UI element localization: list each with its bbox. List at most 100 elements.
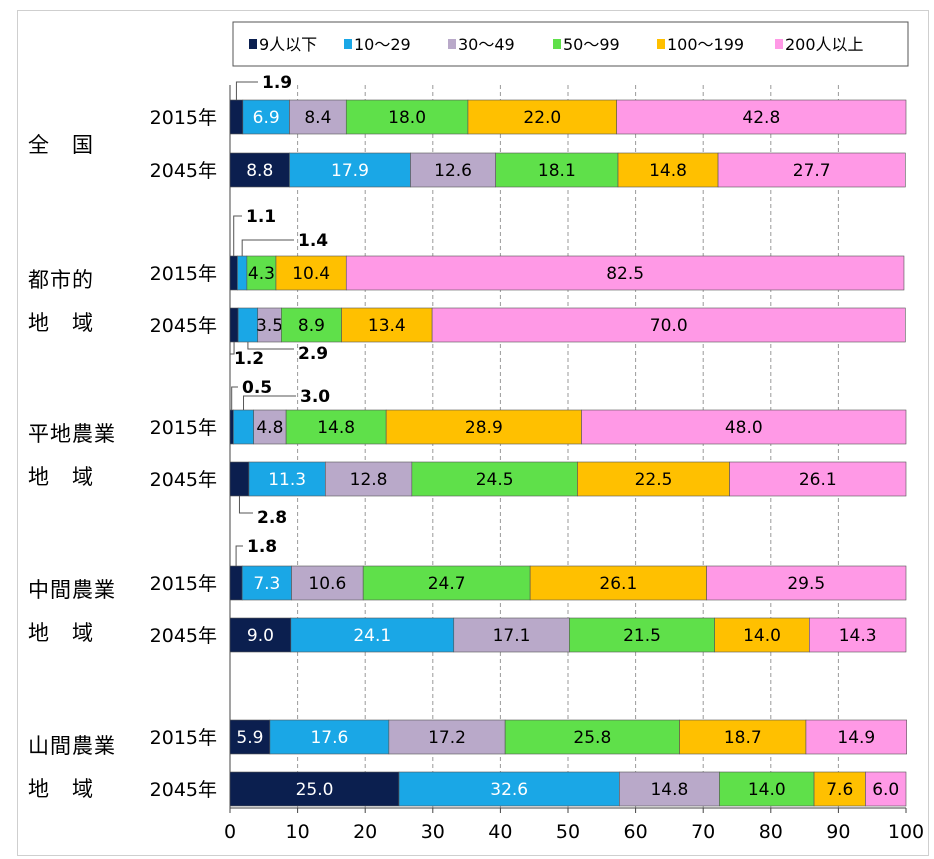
callout-label: 1.2 bbox=[234, 349, 264, 369]
data-label: 22.0 bbox=[523, 108, 561, 128]
callout-label: 0.5 bbox=[242, 378, 272, 398]
year-label: 2015年 bbox=[150, 263, 217, 285]
legend-swatch bbox=[448, 39, 456, 49]
callout-label: 2.8 bbox=[257, 508, 287, 528]
bar-segment bbox=[410, 152, 496, 188]
year-label: 2015年 bbox=[150, 417, 217, 439]
year-label: 2045年 bbox=[150, 315, 217, 337]
bar-segment bbox=[398, 771, 620, 807]
data-label: 18.0 bbox=[388, 108, 426, 128]
bar-segment bbox=[719, 771, 815, 807]
x-tick-label: 40 bbox=[488, 821, 512, 843]
callout-label: 1.1 bbox=[246, 207, 276, 227]
data-label: 21.5 bbox=[623, 626, 661, 646]
bar-segment bbox=[229, 307, 239, 343]
bar-segment bbox=[717, 152, 906, 188]
bar-segment bbox=[289, 152, 411, 188]
bar-segment bbox=[229, 617, 292, 653]
callout-label: 2.9 bbox=[298, 344, 328, 364]
bar-segment bbox=[275, 255, 347, 291]
data-label: 8.8 bbox=[246, 161, 273, 181]
bar-segment bbox=[865, 771, 907, 807]
data-label: 42.8 bbox=[742, 108, 780, 128]
bar-segment bbox=[341, 307, 433, 343]
bar-segment bbox=[285, 409, 387, 445]
region-label: 全 国 bbox=[28, 133, 94, 157]
data-label: 25.8 bbox=[573, 728, 611, 748]
bar-segment bbox=[241, 565, 292, 601]
data-label: 9.0 bbox=[247, 626, 274, 646]
bar-segment bbox=[617, 152, 719, 188]
year-label: 2015年 bbox=[150, 107, 217, 129]
bar-segment bbox=[281, 307, 342, 343]
data-label: 7.6 bbox=[826, 780, 853, 800]
legend-label: 50～99 bbox=[563, 35, 620, 54]
x-tick-label: 30 bbox=[421, 821, 445, 843]
bar-segment bbox=[291, 565, 364, 601]
region-label: 地 域 bbox=[28, 777, 94, 801]
data-label: 82.5 bbox=[606, 264, 644, 284]
year-label: 2015年 bbox=[150, 727, 217, 749]
bar-segment bbox=[229, 771, 400, 807]
x-tick-label: 70 bbox=[691, 821, 715, 843]
legend-label: 200人以上 bbox=[785, 35, 864, 54]
data-label: 48.0 bbox=[725, 418, 763, 438]
bar-segment bbox=[467, 99, 617, 135]
data-label: 12.8 bbox=[350, 470, 388, 490]
bar-segment bbox=[229, 565, 243, 601]
data-label: 18.1 bbox=[538, 161, 576, 181]
x-tick-label: 80 bbox=[759, 821, 783, 843]
bar-segment bbox=[229, 152, 290, 188]
data-label: 32.6 bbox=[490, 780, 528, 800]
bar-segment bbox=[431, 307, 906, 343]
bar-segment bbox=[385, 409, 582, 445]
data-label: 24.7 bbox=[428, 574, 466, 594]
legend-label: 100～199 bbox=[667, 35, 744, 54]
bar-segment bbox=[577, 461, 730, 497]
bar-segment bbox=[345, 99, 469, 135]
bar-segment bbox=[411, 461, 578, 497]
x-tick-label: 100 bbox=[888, 821, 924, 843]
data-label: 6.0 bbox=[872, 780, 899, 800]
x-tick-label: 0 bbox=[224, 821, 236, 843]
bar-segment bbox=[246, 255, 277, 291]
legend-swatch bbox=[249, 39, 257, 49]
bar-segment bbox=[229, 99, 244, 135]
data-label: 17.1 bbox=[493, 626, 531, 646]
region-label: 地 域 bbox=[28, 465, 94, 489]
data-label: 6.9 bbox=[253, 108, 280, 128]
legend-label: 9人以下 bbox=[259, 35, 317, 54]
region-label: 都市的 bbox=[28, 268, 94, 292]
callout-leader bbox=[238, 496, 253, 514]
data-label: 8.9 bbox=[298, 316, 325, 336]
x-tick-label: 90 bbox=[826, 821, 850, 843]
data-label: 13.4 bbox=[368, 316, 406, 336]
bar-segment bbox=[616, 99, 907, 135]
region-label: 地 域 bbox=[28, 621, 94, 645]
data-label: 18.7 bbox=[724, 728, 762, 748]
data-label: 14.8 bbox=[649, 161, 687, 181]
bar-segment bbox=[229, 461, 250, 497]
data-label: 17.6 bbox=[310, 728, 348, 748]
year-label: 2045年 bbox=[150, 160, 217, 182]
bar-segment bbox=[495, 152, 619, 188]
bar-segment bbox=[569, 617, 715, 653]
bar-segment bbox=[229, 409, 234, 445]
region-label: 山間農業 bbox=[28, 734, 116, 758]
bar-segment bbox=[809, 617, 907, 653]
data-label: 17.2 bbox=[428, 728, 466, 748]
data-label: 10.6 bbox=[308, 574, 346, 594]
bar-segment bbox=[253, 409, 287, 445]
bar-segment bbox=[229, 719, 271, 755]
bar-segment bbox=[504, 719, 680, 755]
bar-segment bbox=[289, 99, 347, 135]
data-label: 14.9 bbox=[837, 728, 875, 748]
callout-label: 3.0 bbox=[300, 387, 330, 407]
legend-label: 30～49 bbox=[458, 35, 515, 54]
bar-segment bbox=[813, 771, 866, 807]
data-label: 24.1 bbox=[353, 626, 391, 646]
callout-label: 1.9 bbox=[262, 73, 292, 93]
legend-swatch bbox=[344, 39, 352, 49]
bar-segment bbox=[237, 307, 259, 343]
